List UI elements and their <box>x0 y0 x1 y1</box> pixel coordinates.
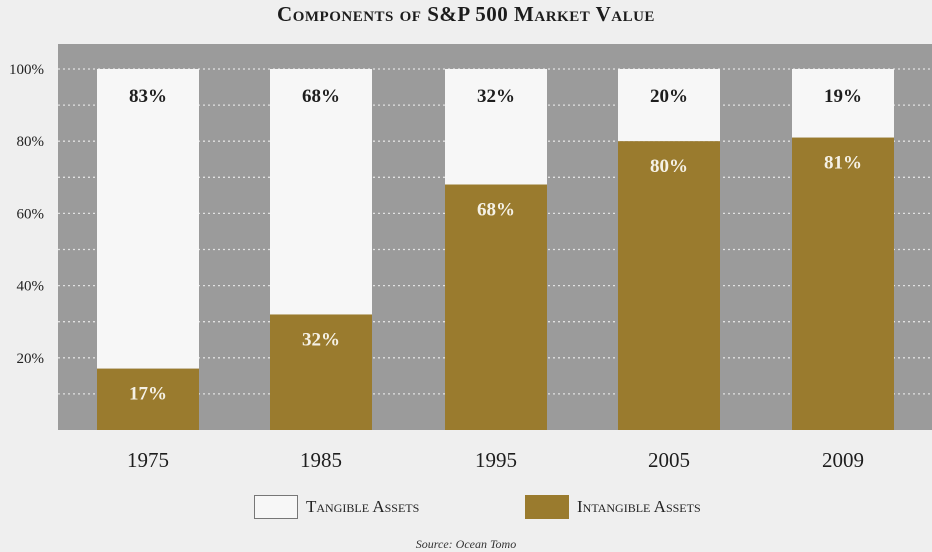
legend-swatch-intangible <box>525 495 569 519</box>
data-label-intangible: 32% <box>302 329 340 350</box>
bar-tangible <box>792 69 894 138</box>
data-label-intangible: 81% <box>824 153 862 174</box>
y-tick-label: 40% <box>17 279 45 295</box>
x-tick-label: 1975 <box>127 448 169 472</box>
x-tick-label: 1995 <box>475 448 517 472</box>
bar-tangible <box>445 69 547 185</box>
legend-swatch-tangible <box>254 495 298 519</box>
data-label-intangible: 80% <box>650 156 688 177</box>
bar-intangible <box>445 184 547 430</box>
bar-tangible <box>97 69 199 369</box>
bar-tangible <box>618 69 720 142</box>
y-tick-label: 20% <box>17 351 45 367</box>
data-label-tangible: 83% <box>129 86 167 107</box>
bar-intangible <box>792 137 894 430</box>
data-label-tangible: 68% <box>302 86 340 107</box>
bar-intangible <box>618 141 720 430</box>
y-tick-label: 100% <box>9 62 44 78</box>
bar-intangible <box>97 368 199 430</box>
legend-item-intangible: Intangible Assets <box>525 494 701 520</box>
y-tick-label: 60% <box>17 206 45 222</box>
data-label-tangible: 19% <box>824 86 862 107</box>
legend-label-intangible: Intangible Assets <box>577 497 701 516</box>
x-tick-label: 1985 <box>300 448 342 472</box>
data-label-tangible: 20% <box>650 86 688 107</box>
bar-tangible <box>270 69 372 315</box>
data-label-intangible: 17% <box>129 384 167 405</box>
x-tick-label: 2005 <box>648 448 690 472</box>
data-label-tangible: 32% <box>477 86 515 107</box>
source-note: Source: Ocean Tomo <box>415 537 517 551</box>
chart-title: Components of S&P 500 Market Value <box>277 2 655 26</box>
data-label-intangible: 68% <box>477 200 515 221</box>
x-tick-label: 2009 <box>822 448 864 472</box>
y-tick-label: 80% <box>17 134 45 150</box>
legend-label-tangible: Tangible Assets <box>306 497 420 516</box>
bar-intangible <box>270 314 372 430</box>
legend-item-tangible: Tangible Assets <box>254 494 419 520</box>
